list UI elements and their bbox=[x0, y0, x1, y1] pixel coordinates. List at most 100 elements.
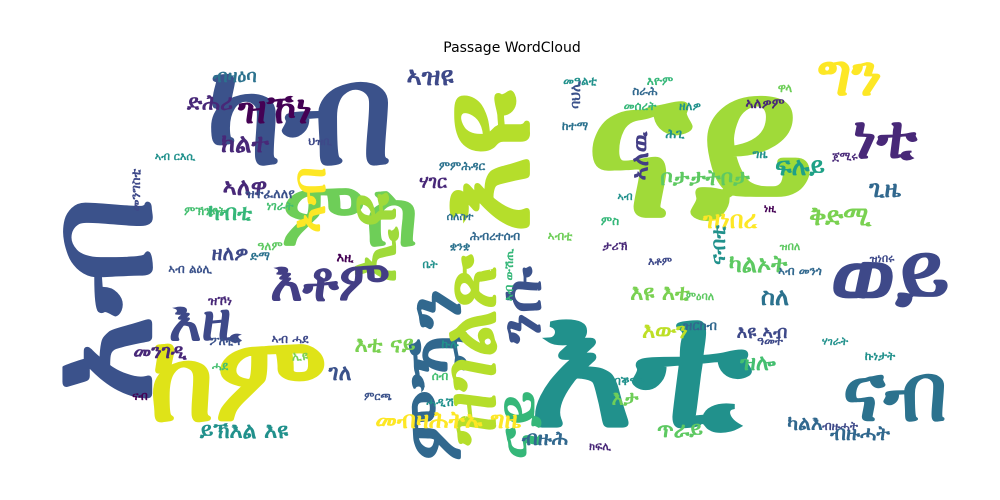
wordcloud-word: ስራሕ bbox=[632, 84, 658, 98]
wordcloud-word: እዚ bbox=[336, 251, 354, 266]
wordcloud-word: ካልኦት bbox=[729, 250, 788, 278]
wordcloud-word: ብዙሕ bbox=[521, 426, 568, 450]
wordcloud-word: ብቕዓት bbox=[611, 374, 645, 388]
wordcloud-word: ጥራይ bbox=[657, 418, 704, 443]
wordcloud-word: ሕጊ bbox=[666, 127, 686, 142]
wordcloud-word: ይኽእል እዩ bbox=[199, 419, 289, 444]
wordcloud-word: ሰብ bbox=[432, 369, 449, 383]
wordcloud-word: ዝርከብ bbox=[682, 319, 717, 334]
wordcloud-word: ኣብ ውሽጢ bbox=[502, 248, 516, 301]
wordcloud-word: ዝነበረ bbox=[702, 206, 758, 234]
wordcloud-word: ክፍሊ bbox=[589, 440, 611, 453]
wordcloud-word: ቅድሚ bbox=[809, 202, 872, 232]
wordcloud-word: ሰለስተ bbox=[447, 210, 474, 223]
wordcloud-word: ዝኾነ bbox=[237, 87, 312, 133]
wordcloud-word: እቲ ናይ bbox=[355, 333, 416, 358]
wordcloud-word: ዓመት bbox=[757, 334, 784, 348]
wordcloud-word: ግን bbox=[818, 41, 882, 109]
wordcloud-word: ዘለዎ bbox=[679, 99, 702, 113]
wordcloud-word: ነገራት bbox=[267, 199, 295, 213]
wordcloud-word: ስለ bbox=[761, 283, 789, 311]
wordcloud-word: እዩ ኣብ bbox=[737, 322, 788, 343]
wordcloud-word: ታሪኽ bbox=[603, 239, 628, 253]
wordcloud-word: ባህሊ bbox=[568, 81, 584, 109]
wordcloud-word: ምስ bbox=[282, 162, 419, 267]
wordcloud-word: እታ bbox=[612, 386, 640, 410]
wordcloud-word: ኣዝዩ bbox=[407, 62, 455, 92]
wordcloud-word: ኣብ ሓደ bbox=[271, 332, 309, 346]
wordcloud-word: እዚ bbox=[169, 289, 243, 353]
wordcloud-word: ዓለም bbox=[257, 239, 282, 253]
wordcloud-word: መዓልቲ bbox=[563, 74, 598, 88]
wordcloud-word: ከም bbox=[149, 310, 327, 449]
wordcloud-word: ቦታታትቦታ bbox=[660, 166, 750, 191]
wordcloud-word: ብዛዕባ bbox=[212, 66, 256, 87]
wordcloud-word: ገለ bbox=[328, 361, 352, 386]
wordcloud-word: መንግስቲ bbox=[129, 169, 144, 212]
wordcloud-word: ቋንቋ bbox=[450, 240, 471, 253]
wordcloud-word: ዝበለ bbox=[780, 240, 801, 253]
wordcloud-word: ሃገር bbox=[419, 172, 448, 193]
wordcloud-word: ናይ bbox=[485, 391, 555, 460]
wordcloud-word: ካብቲ bbox=[208, 201, 253, 226]
wordcloud-word: ብዙሓት bbox=[822, 419, 859, 433]
wordcloud-word: ኣለዋ bbox=[223, 173, 268, 201]
wordcloud-word: ኣብ bbox=[281, 167, 337, 233]
wordcloud-word: ናብ bbox=[843, 346, 948, 439]
wordcloud-word: እዩ እቲ bbox=[630, 281, 691, 306]
wordcloud-word: ምስ bbox=[601, 214, 619, 228]
wordcloud-word: ካብ bbox=[206, 34, 393, 197]
wordcloud-word: እውን bbox=[642, 319, 688, 344]
wordcloud-word: ዝገልጽ bbox=[425, 254, 513, 447]
wordcloud-word: ኣብ bbox=[617, 190, 632, 203]
wordcloud-word: ህዝቢ bbox=[307, 135, 332, 148]
wordcloud-word: ፖለቲካ bbox=[210, 334, 241, 348]
wordcloud-word: ብዙሓት bbox=[829, 421, 890, 445]
wordcloud-word: ኩሉ bbox=[441, 337, 459, 351]
wordcloud-word: ምርጫ bbox=[364, 390, 392, 403]
wordcloud-word: ሓደ bbox=[212, 359, 229, 373]
wordcloud-word: ምዕባለ bbox=[686, 290, 715, 303]
wordcloud-word: ክልተ bbox=[221, 129, 270, 159]
wordcloud-word: ካልእ bbox=[787, 411, 823, 435]
wordcloud-word: እቶም bbox=[270, 249, 390, 313]
wordcloud-word: ዝሎ bbox=[739, 351, 776, 376]
wordcloud-word: ነቲ bbox=[853, 103, 918, 173]
wordcloud-word: ዝነበሩ bbox=[870, 252, 896, 265]
chart-title: Passage WordCloud bbox=[443, 40, 580, 56]
wordcloud-word: ሃገራት bbox=[822, 335, 849, 348]
wordcloud-word: ናብ bbox=[132, 389, 148, 403]
wordcloud-word: ኣለዎም bbox=[745, 96, 784, 112]
wordcloud-word: ኣብ ርእሲ bbox=[155, 150, 196, 163]
wordcloud-word: ዝኾነ bbox=[207, 294, 232, 309]
wordcloud-word: ኣለዉ bbox=[626, 130, 654, 180]
wordcloud-word: ጀሚሩ bbox=[831, 150, 858, 163]
wordcloud-word: ድማ bbox=[249, 249, 270, 263]
wordcloud-word: ሕብረተሰብ bbox=[470, 229, 521, 243]
wordcloud-word: ኣብቲ bbox=[548, 229, 574, 243]
wordcloud-word: ግዜ bbox=[751, 147, 768, 161]
wordcloud-word: እዮም bbox=[647, 74, 673, 88]
wordcloud-word: ዝተፈለለየ bbox=[244, 187, 295, 202]
wordcloud-word: ወይ bbox=[830, 223, 950, 326]
wordcloud-word: ድሕሪ bbox=[186, 91, 233, 116]
wordcloud-word: ንሱ bbox=[486, 266, 554, 344]
wordcloud-word: ናይ bbox=[585, 30, 814, 263]
wordcloud-word: ምኽንያት bbox=[184, 204, 227, 218]
wordcloud-word: ዘለዎ bbox=[212, 241, 249, 265]
wordcloud-word: እዩ bbox=[407, 90, 559, 233]
wordcloud-word: ኩነታት bbox=[865, 349, 896, 363]
wordcloud-word: መሰረት bbox=[624, 99, 658, 113]
wordcloud-word: ዋላ bbox=[778, 81, 792, 95]
wordcloud-word: ኢዩ bbox=[333, 192, 412, 283]
wordcloud-word: አብ bbox=[12, 196, 186, 403]
wordcloud-word: እቲ bbox=[529, 264, 753, 467]
wordcloud-word: እቶም bbox=[648, 255, 673, 268]
wordcloud-word: ኣብ መንጎ bbox=[778, 264, 822, 278]
wordcloud-word: ከተማ bbox=[562, 119, 589, 133]
wordcloud-words: አብናይእቲእዩከምካብምስወይናብዝኾነእዚፍሉይኢዩነቲእቶምምዃንኣብናይ… bbox=[12, 30, 950, 467]
wordcloud-word: መብዛሕትኡ ግዜ bbox=[375, 406, 521, 434]
wordcloud-word: ሓዲሽ bbox=[426, 395, 453, 409]
